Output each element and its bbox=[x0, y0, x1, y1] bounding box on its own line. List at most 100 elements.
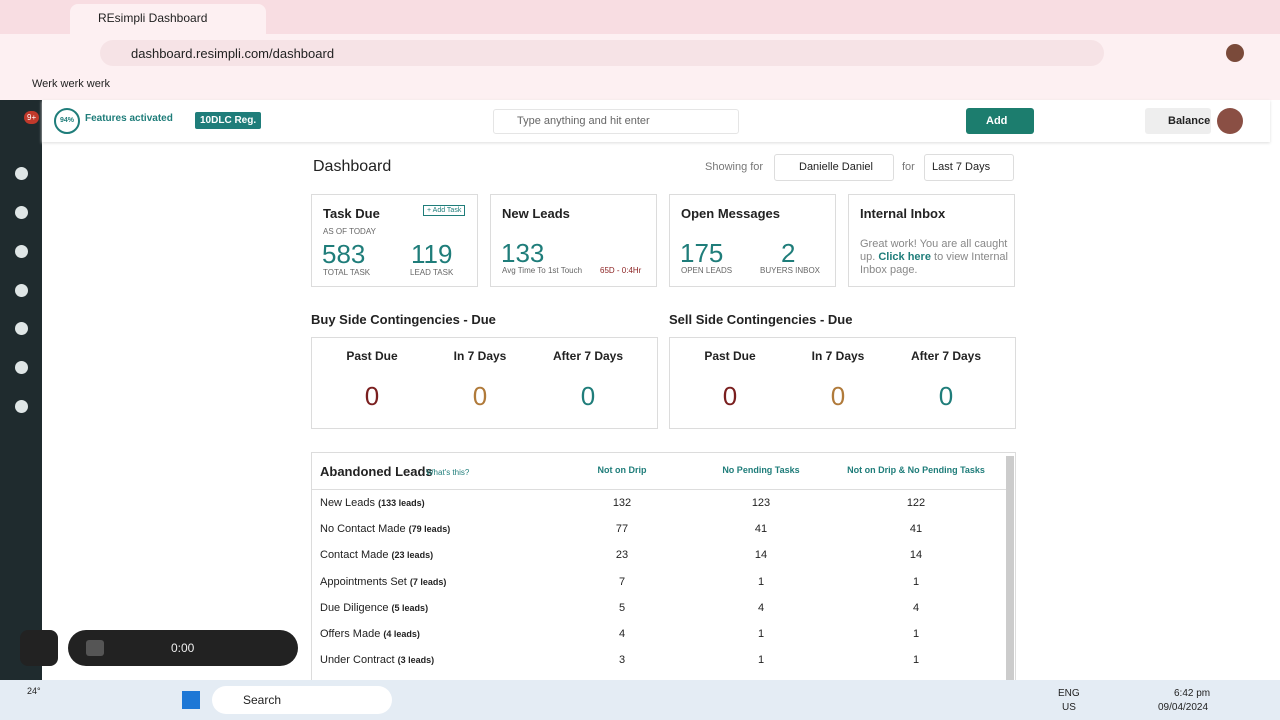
row-label: New Leads (133 leads) bbox=[320, 497, 425, 509]
balance-button[interactable] bbox=[1145, 108, 1211, 134]
clock-date: 09/04/2024 bbox=[1158, 702, 1209, 713]
progress-ring: 94% bbox=[54, 108, 80, 134]
add-label: Add bbox=[986, 115, 1008, 127]
nav-icon[interactable] bbox=[15, 206, 28, 219]
user-name: Danielle Daniel bbox=[799, 161, 873, 173]
column-label: Past Due bbox=[704, 349, 756, 363]
cell: 7 bbox=[618, 575, 626, 588]
profile-avatar[interactable] bbox=[1226, 44, 1244, 62]
sidebar bbox=[0, 100, 42, 680]
divider bbox=[312, 489, 1006, 490]
new-leads-card bbox=[490, 194, 657, 287]
row-name: New Leads bbox=[320, 497, 376, 509]
as-of: AS OF TODAY bbox=[323, 227, 376, 236]
cell: 4 bbox=[618, 628, 626, 640]
url: dashboard.resimpli.com/dashboard bbox=[131, 46, 335, 61]
cell: 14 bbox=[909, 549, 923, 562]
nav-icon[interactable] bbox=[15, 400, 28, 413]
nav-icon[interactable] bbox=[15, 284, 28, 297]
cell: 14 bbox=[754, 549, 768, 562]
recorder-bar bbox=[68, 630, 298, 666]
row-label: Contact Made (23 leads) bbox=[320, 549, 433, 561]
column-value: 0 bbox=[938, 381, 954, 411]
address-bar[interactable] bbox=[100, 40, 1104, 66]
open-leads: 175 bbox=[680, 238, 724, 268]
camera-button[interactable] bbox=[20, 630, 58, 666]
tag[interactable]: 10DLC Reg. bbox=[195, 112, 262, 129]
notification-badge: 9+ bbox=[24, 111, 40, 124]
nav-icon[interactable] bbox=[15, 167, 28, 180]
add-task[interactable]: + Add Task bbox=[423, 205, 466, 216]
row-count: (5 leads) bbox=[391, 602, 429, 613]
balance-label: Balance bbox=[1168, 115, 1211, 127]
column-label: In 7 Days bbox=[811, 349, 865, 363]
new-leads-value: 133 bbox=[501, 238, 545, 268]
nav-icon[interactable] bbox=[15, 361, 28, 374]
abandoned-card bbox=[311, 452, 1016, 692]
card-title: Open Messages bbox=[681, 206, 780, 221]
showing-for: Showing for bbox=[705, 161, 764, 173]
column-label: After 7 Days bbox=[910, 349, 982, 363]
cell: 132 bbox=[612, 497, 632, 509]
link[interactable]: Click here bbox=[878, 251, 931, 263]
region: US bbox=[1062, 702, 1076, 713]
lang: ENG bbox=[1058, 688, 1080, 699]
buyers-inbox: 2 bbox=[781, 238, 796, 268]
cell: 23 bbox=[615, 549, 629, 562]
cell: 122 bbox=[906, 497, 926, 509]
nav-icon[interactable] bbox=[15, 322, 28, 335]
row-count: (133 leads) bbox=[378, 498, 425, 508]
cell: 1 bbox=[912, 628, 920, 640]
column-value: 0 bbox=[722, 381, 738, 411]
features-activated[interactable]: Features activated bbox=[85, 113, 173, 124]
search-box[interactable] bbox=[493, 109, 739, 134]
stop-button[interactable] bbox=[86, 640, 104, 656]
column-header[interactable]: Not on Drip bbox=[597, 465, 647, 475]
bookmark[interactable]: Werk werk werk bbox=[32, 78, 111, 90]
search-label: Search bbox=[243, 693, 282, 707]
row-name: Contact Made bbox=[320, 549, 389, 562]
page-title: Dashboard bbox=[313, 158, 392, 175]
scrollbar[interactable] bbox=[1006, 456, 1014, 680]
column-header[interactable]: Not on Drip & No Pending Tasks bbox=[847, 465, 985, 475]
cell: 4 bbox=[757, 601, 765, 614]
card-title: Task Due bbox=[323, 206, 380, 221]
taskbar-search[interactable] bbox=[212, 686, 392, 714]
start-button[interactable] bbox=[182, 691, 200, 709]
nav-icon[interactable] bbox=[15, 245, 28, 258]
for-label: for bbox=[902, 161, 915, 173]
buyers-inbox-label: BUYERS INBOX bbox=[760, 266, 821, 275]
tab-title: REsimpli Dashboard bbox=[98, 11, 208, 25]
help-link[interactable]: What's this? bbox=[426, 468, 470, 477]
card-title: New Leads bbox=[502, 206, 570, 221]
row-count: (79 leads) bbox=[408, 524, 451, 535]
cell: 41 bbox=[754, 523, 768, 536]
row-name: No Contact Made bbox=[320, 523, 406, 536]
row-count: (4 leads) bbox=[383, 629, 420, 639]
total-task: 583 bbox=[322, 239, 366, 269]
row-name: Offers Made bbox=[320, 628, 381, 640]
row-label: Under Contract (3 leads) bbox=[320, 654, 434, 666]
tab[interactable] bbox=[70, 4, 266, 34]
text: Great work! You are all caught up. bbox=[860, 238, 1008, 263]
column-header[interactable]: No Pending Tasks bbox=[722, 465, 800, 475]
text: to view Internal Inbox page. bbox=[860, 251, 1008, 276]
cell: 41 bbox=[909, 523, 923, 536]
lead-task: 119 bbox=[411, 239, 453, 269]
open-messages-card bbox=[669, 194, 836, 287]
user-select[interactable] bbox=[774, 154, 894, 181]
total-task-label: TOTAL TASK bbox=[323, 268, 371, 277]
period-select[interactable] bbox=[924, 154, 1014, 181]
column-label: In 7 Days bbox=[453, 349, 507, 363]
card-title: Internal Inbox bbox=[860, 206, 946, 221]
open-leads-label: OPEN LEADS bbox=[681, 266, 733, 275]
clock-time: 6:42 pm bbox=[1174, 688, 1211, 699]
user-avatar[interactable] bbox=[1217, 108, 1243, 134]
add-button[interactable] bbox=[966, 108, 1034, 134]
weather: 24° bbox=[27, 686, 41, 696]
inbox-text: Great work! You are all caught up. Click… bbox=[860, 238, 1010, 277]
cell: 1 bbox=[912, 575, 920, 588]
table-title: Abandoned Leads bbox=[320, 464, 433, 479]
